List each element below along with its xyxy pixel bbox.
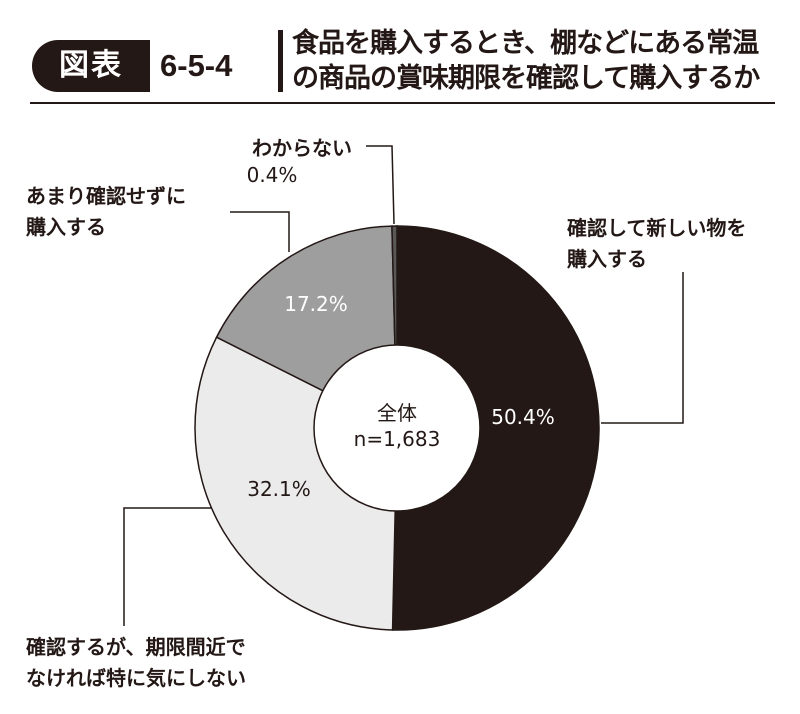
- value-label-confirm-new: 50.4%: [491, 405, 555, 429]
- leader-unknown: [366, 145, 395, 225]
- leader-confirm-near-expiry: [123, 507, 212, 626]
- category-label-confirm-near-expiry-line1: 確認するが、期限間近で: [26, 635, 246, 659]
- leader-lines: [123, 145, 684, 626]
- header-divider: [278, 30, 283, 92]
- figure-header: 図表 6-5-4 食品を購入するとき、棚などにある常温 の商品の賞味期限を確認し…: [0, 0, 800, 104]
- value-label-rarely-confirm: 17.2%: [284, 292, 348, 316]
- category-label-confirm-new-line1: 確認して新しい物を: [567, 216, 746, 240]
- category-label-confirm-near-expiry-line2: なければ特に気にしない: [26, 666, 246, 690]
- leader-rarely-confirm: [230, 211, 290, 252]
- header-rule: [30, 102, 775, 104]
- title-line-2: の商品の賞味期限を確認して購入するか: [292, 63, 760, 94]
- value-label-unknown: 0.4%: [247, 163, 298, 187]
- figure-badge: 図表: [32, 40, 150, 92]
- title-line-1: 食品を購入するとき、棚などにある常温: [292, 28, 759, 59]
- category-label-rarely-confirm-line2: 購入する: [26, 215, 106, 239]
- leader-confirm-new: [601, 272, 684, 424]
- category-label-unknown: わからない: [252, 136, 352, 160]
- center-label-n: n=1,683: [354, 427, 441, 451]
- donut-hole: [313, 344, 481, 512]
- figure-title: 食品を購入するとき、棚などにある常温 の商品の賞味期限を確認して購入するか: [292, 26, 772, 96]
- center-label-title: 全体: [377, 401, 417, 425]
- figure-number: 6-5-4: [160, 48, 233, 83]
- category-label-confirm-new-line2: 購入する: [567, 247, 647, 271]
- slice-confirm-new: [391, 225, 600, 631]
- value-label-confirm-near-expiry: 32.1%: [247, 477, 311, 501]
- category-label-rarely-confirm-line1: あまり確認せずに: [26, 184, 186, 208]
